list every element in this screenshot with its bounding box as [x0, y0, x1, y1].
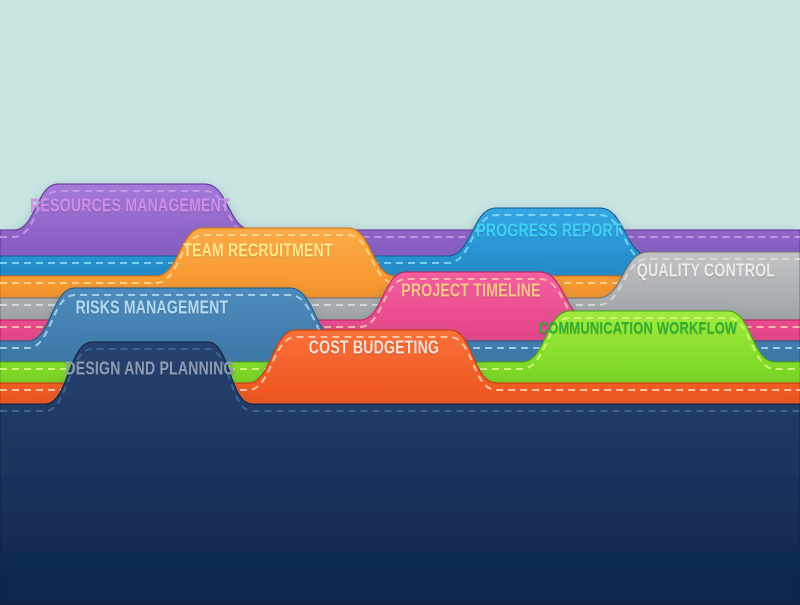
tab-layer-design-and-planning [0, 341, 800, 605]
tab-label-communication-workflow: COMMUNICATION WORKFLOW [538, 319, 738, 338]
tab-label-project-timeline: PROJECT TIMELINE [401, 280, 541, 301]
tab-label-progress-report: PROGRESS REPORT [476, 220, 622, 241]
tab-design-and-planning[interactable] [0, 341, 800, 605]
stitch-line-communication-workflow [0, 317, 800, 370]
tab-label-resources-management: RESOURCES MANAGEMENT [30, 195, 230, 216]
tab-label-cost-budgeting: COST BUDGETING [308, 337, 440, 358]
stitch-line-design-and-planning [0, 348, 800, 412]
stitch-line-team-recruitment [0, 234, 800, 284]
stitch-line-project-timeline [0, 278, 800, 328]
tab-label-design-and-planning: DESIGN AND PLANNING [65, 358, 235, 379]
tab-label-team-recruitment: TEAM RECRUITMENT [183, 240, 333, 261]
tab-label-quality-control: QUALITY CONTROL [636, 260, 776, 281]
tab-label-risks-management: RISKS MANAGEMENT [75, 297, 229, 318]
stitch-line-quality-control [0, 258, 800, 306]
stitch-line-cost-budgeting [0, 336, 800, 391]
